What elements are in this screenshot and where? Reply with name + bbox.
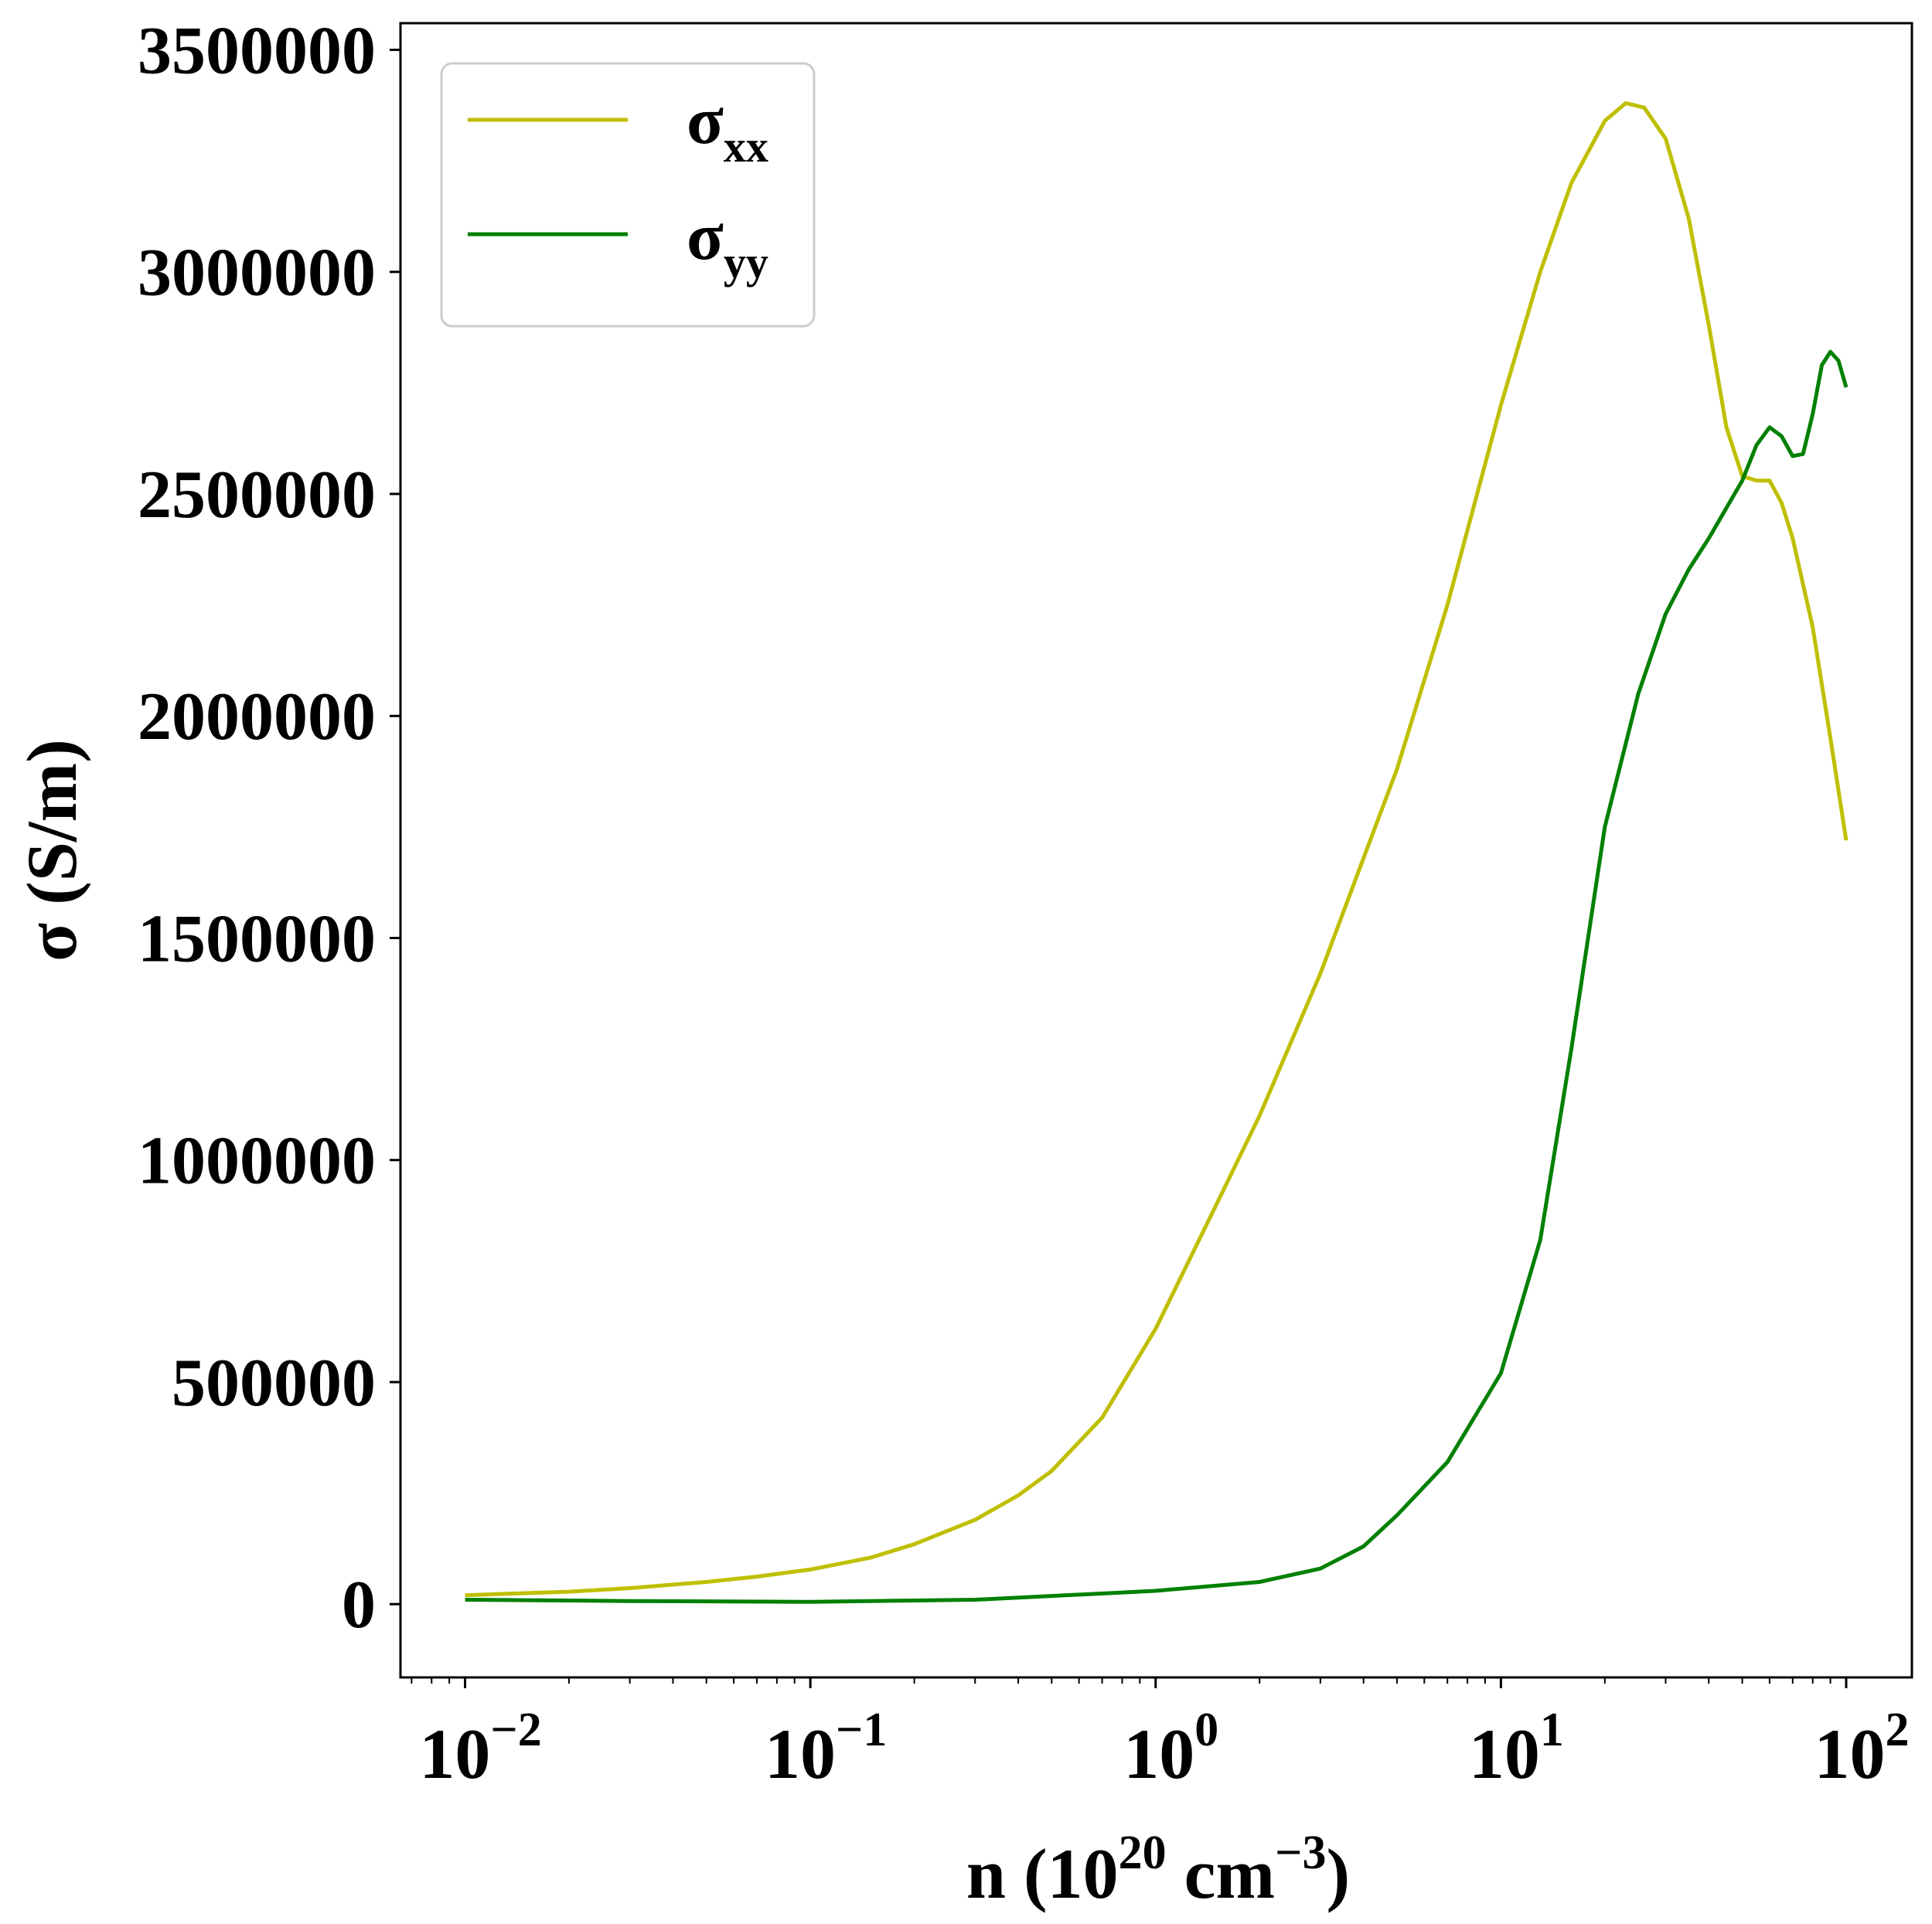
plot-series (465, 100, 1849, 1604)
y-tick-label: 500000 (172, 1346, 376, 1421)
x-axis-label: n (1020 cm−3) (966, 1827, 1350, 1913)
y-tick-label: 0 (342, 1568, 376, 1643)
legend-label-sigma-xx: σxx (687, 83, 768, 172)
x-tick-label: 10−1 (765, 1704, 887, 1793)
y-tick-label: 1500000 (138, 901, 376, 976)
y-tick-label: 2500000 (138, 458, 376, 533)
y-tick-label: 2000000 (138, 679, 376, 754)
legend-label-sigma-yy: σyy (687, 199, 768, 288)
y-axis-label: σ (S/m) (12, 739, 91, 962)
x-tick-label: 100 (1123, 1704, 1218, 1793)
y-tick-label: 3000000 (138, 236, 376, 311)
series-line-sigma-yy (465, 349, 1849, 1604)
x-axis: 10−2 10−1 100 101 102 (411, 1677, 1909, 1793)
series-line-sigma-xx (465, 100, 1849, 1598)
y-axis: 0 500000 1000000 1500000 2000000 2500000 30000… (138, 13, 400, 1643)
x-tick-label: 101 (1469, 1704, 1564, 1793)
legend: σxx σyy (440, 62, 816, 328)
x-tick-label: 10−2 (419, 1704, 541, 1793)
x-tick-label: 102 (1814, 1704, 1909, 1793)
y-tick-label: 3500000 (138, 13, 376, 88)
legend-box (440, 62, 816, 328)
y-tick-label: 1000000 (138, 1124, 376, 1199)
